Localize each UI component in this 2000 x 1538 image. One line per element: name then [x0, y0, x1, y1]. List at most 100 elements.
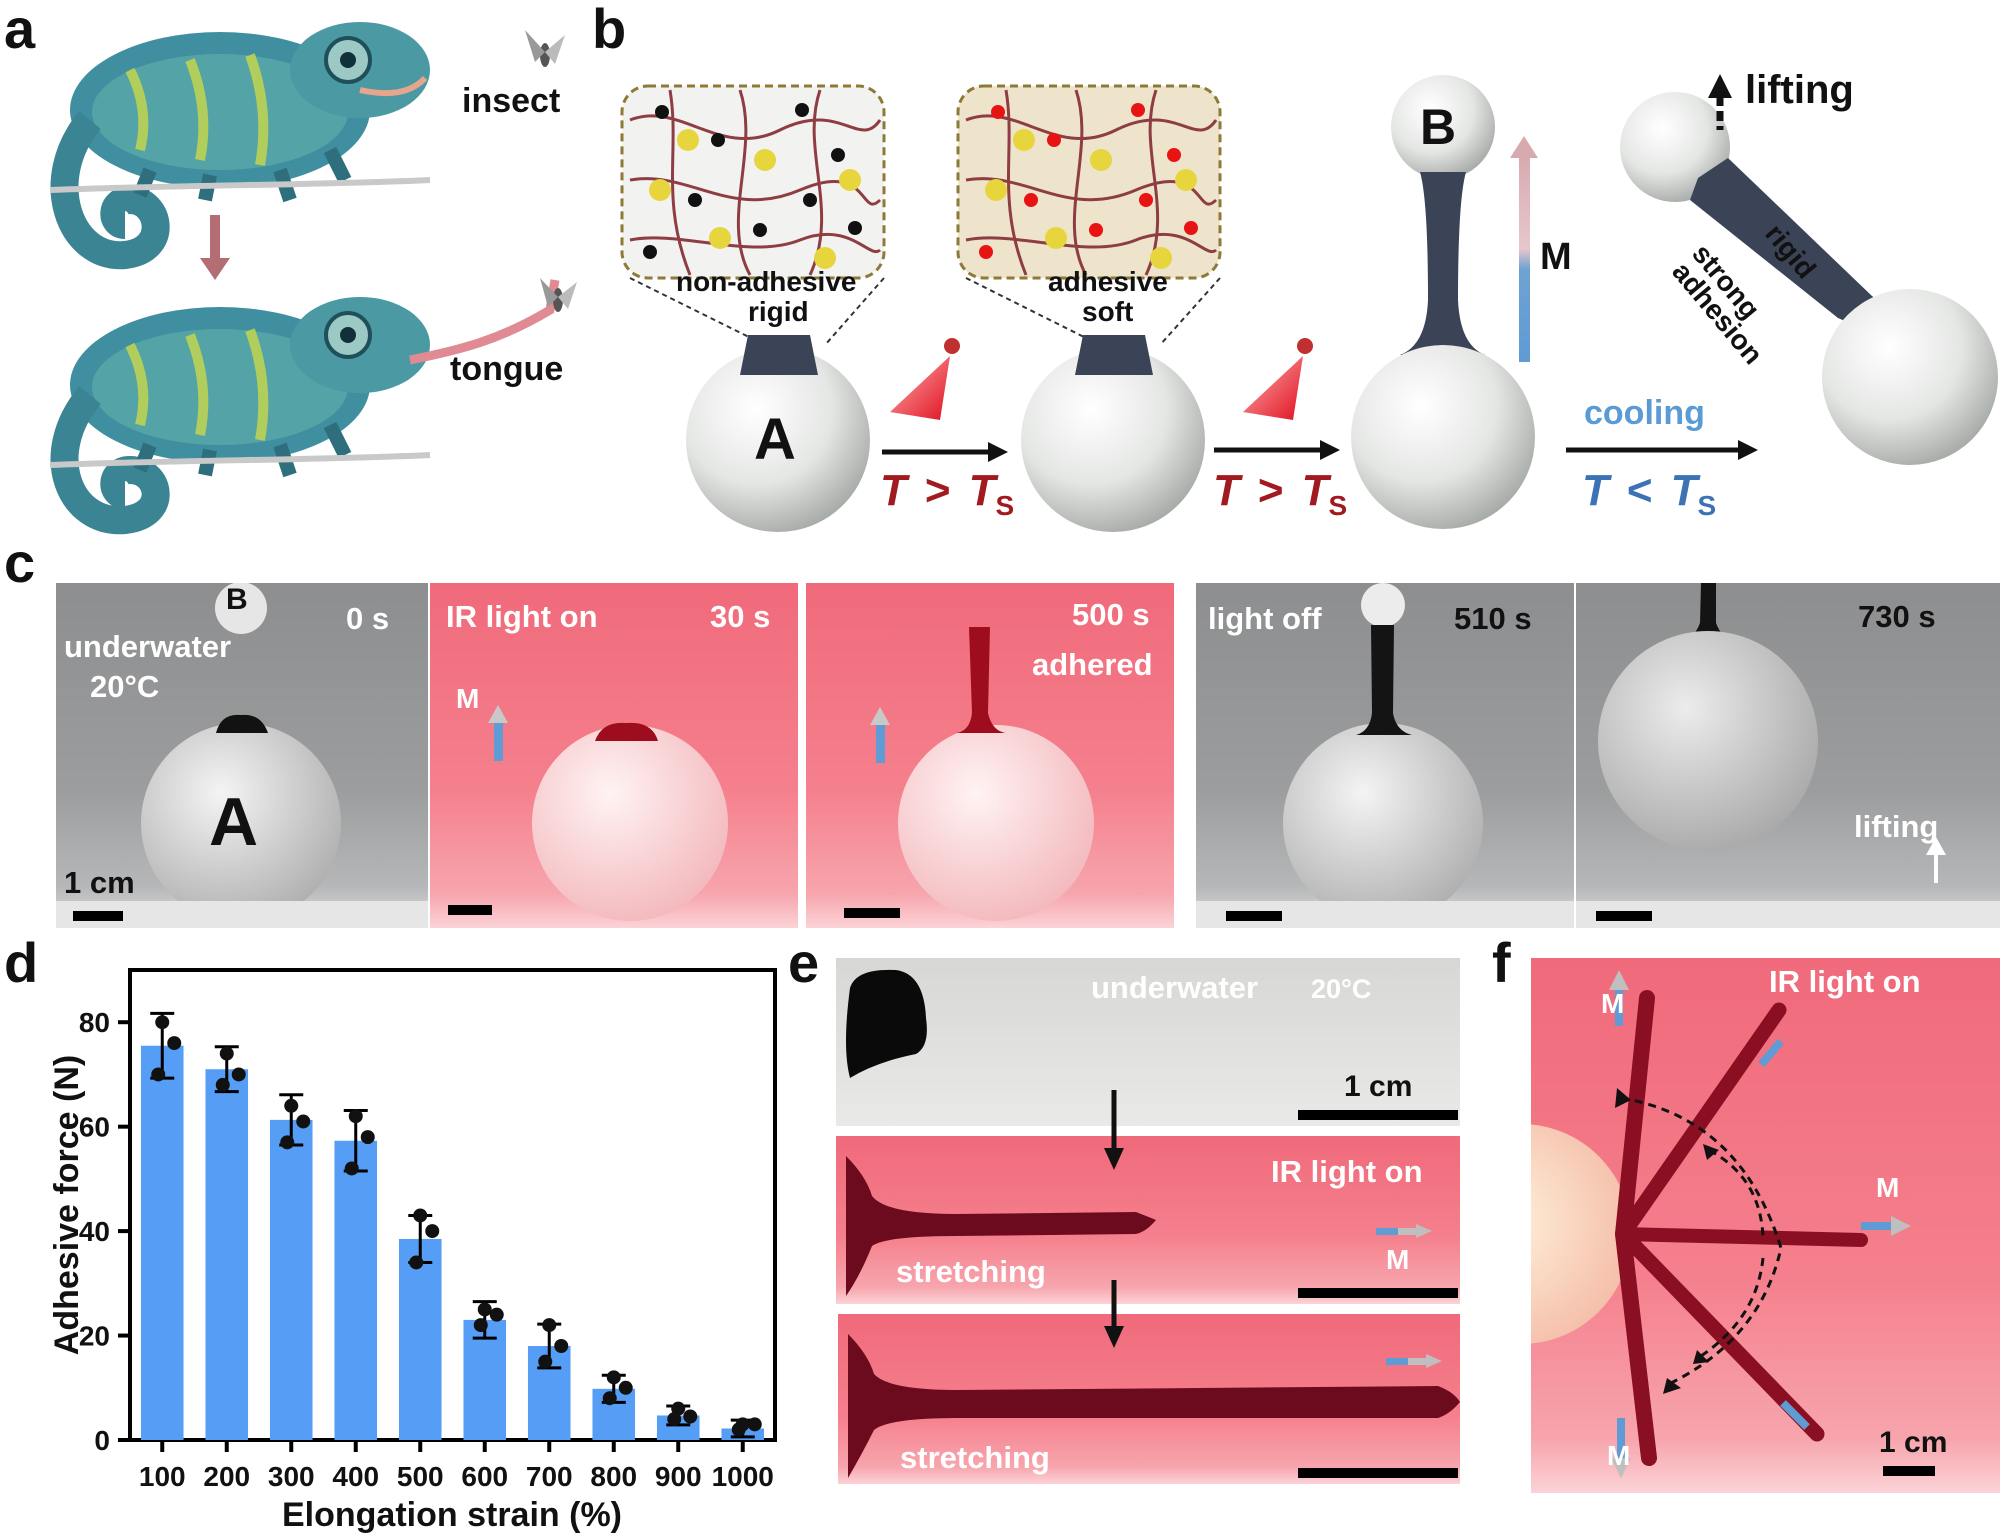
data-point: [542, 1318, 557, 1333]
frame-510s: 510 s light off: [1196, 583, 1574, 928]
panel-label-d: d: [4, 931, 39, 994]
x-tick-label: 700: [526, 1461, 573, 1492]
e-scale: 1 cm: [1344, 1070, 1413, 1103]
frame-730s-lifting: lifting: [1854, 809, 1939, 844]
y-tick-label: 20: [79, 1321, 110, 1352]
data-point: [538, 1354, 553, 1369]
insect-icon-top: [525, 30, 565, 67]
frame-0s-underwater: underwater: [64, 629, 232, 664]
frame-30s-time: 30 s: [710, 599, 771, 634]
x-tick-label: 600: [461, 1461, 508, 1492]
adhesive-cap-heated: [1075, 335, 1153, 375]
x-tick-label: 800: [590, 1461, 637, 1492]
adhesive-cap-a: [740, 335, 818, 375]
insect-icon-bottom: [540, 278, 577, 312]
frame-0s-b-letter: B: [226, 583, 248, 616]
chart-xlabel: Elongation strain (%): [282, 1496, 622, 1534]
process-arrow-3: [1566, 440, 1758, 460]
frame-510s-time: 510 s: [1454, 601, 1532, 636]
data-point: [602, 1391, 617, 1406]
cooling-label: cooling: [1584, 394, 1705, 432]
network-inset-rigid: [620, 84, 886, 280]
panel-label-a: a: [4, 0, 36, 60]
data-point: [731, 1422, 746, 1437]
chameleon-lower: [49, 279, 560, 535]
panel-label-b: b: [592, 0, 627, 60]
ball-a: [686, 348, 870, 532]
e-ir-light: IR light on: [1271, 1154, 1423, 1189]
inset-rigid-label-1: non-adhesive: [676, 266, 857, 297]
ball-b-lifted: [1620, 92, 1730, 202]
e-temp: 20°C: [1311, 974, 1372, 1004]
panel-label-f: f: [1492, 931, 1511, 994]
data-point: [667, 1412, 682, 1427]
data-point: [409, 1255, 424, 1270]
frame-30s: 30 s IR light on M: [430, 583, 798, 928]
frame-0s-temp: 20°C: [90, 669, 160, 704]
f-ir-light: IR light on: [1769, 964, 1921, 999]
m-gradient-arrow: [1519, 156, 1530, 362]
panel-label-e: e: [788, 931, 820, 994]
data-point: [167, 1036, 182, 1051]
frame-500s: 500 s adhered: [806, 583, 1174, 928]
data-point: [296, 1114, 311, 1129]
e-bottom-frame: stretching: [838, 1314, 1460, 1484]
f-m-right: M: [1876, 1172, 1900, 1203]
network-inset-soft: [956, 84, 1222, 280]
e-middle-frame: IR light on M stretching: [836, 1136, 1460, 1304]
frame-0s-scale: 1 cm: [64, 865, 135, 900]
condition-heat-1: T > TS: [880, 466, 1015, 521]
e-down-arrows: [1104, 1090, 1124, 1348]
e-m-label: M: [1386, 1244, 1410, 1275]
ir-lamp-icon-2: [1243, 338, 1313, 420]
data-point: [489, 1307, 504, 1322]
data-point: [360, 1130, 375, 1145]
bar: [334, 1140, 378, 1440]
data-point: [554, 1339, 569, 1353]
condition-heat-2: T > TS: [1213, 466, 1348, 521]
panel-label-c: c: [4, 531, 36, 594]
f-m-bottom: M: [1607, 1440, 1631, 1471]
ball-b-letter: B: [1420, 99, 1457, 155]
y-tick-label: 40: [79, 1216, 110, 1247]
chameleon-upper: [49, 22, 431, 270]
y-tick-label: 80: [79, 1007, 110, 1038]
bar: [269, 1119, 313, 1440]
data-point: [413, 1208, 428, 1223]
frame-0s-time: 0 s: [346, 601, 390, 636]
data-point: [151, 1067, 166, 1082]
ball-a-bottom: [1351, 345, 1535, 529]
frame-510s-light-off: light off: [1208, 601, 1322, 636]
frame-500s-time: 500 s: [1072, 597, 1150, 632]
bar: [398, 1238, 442, 1440]
data-point: [344, 1161, 359, 1176]
frame-500s-adhered: adhered: [1032, 647, 1153, 682]
x-tick-label: 200: [203, 1461, 250, 1492]
ball-a-lifted: [1822, 289, 1998, 465]
x-tick-label: 400: [332, 1461, 379, 1492]
inset-rigid-label-2: rigid: [748, 296, 809, 327]
f-scale: 1 cm: [1879, 1426, 1948, 1459]
process-arrow-2: [1214, 440, 1340, 460]
stretched-adhesive: [1400, 172, 1485, 355]
data-point: [618, 1380, 633, 1395]
frame-0s-a-letter: A: [209, 784, 259, 860]
data-point: [219, 1046, 234, 1061]
bar: [205, 1069, 249, 1440]
process-arrow-1: [882, 442, 1008, 462]
data-point: [473, 1318, 488, 1333]
data-point: [155, 1015, 170, 1030]
lifting-label-b: lifting: [1745, 68, 1854, 112]
e-stretching-2: stretching: [900, 1440, 1050, 1475]
bar: [463, 1319, 507, 1440]
x-tick-label: 300: [268, 1461, 315, 1492]
m-label: M: [1540, 236, 1572, 278]
data-point: [231, 1067, 246, 1082]
e-underwater: underwater: [1091, 970, 1259, 1005]
x-tick-label: 100: [139, 1461, 186, 1492]
tongue-shape: [409, 279, 560, 365]
data-point: [348, 1109, 363, 1124]
data-point: [477, 1302, 492, 1317]
y-tick-label: 0: [94, 1425, 110, 1456]
x-tick-label: 900: [655, 1461, 702, 1492]
